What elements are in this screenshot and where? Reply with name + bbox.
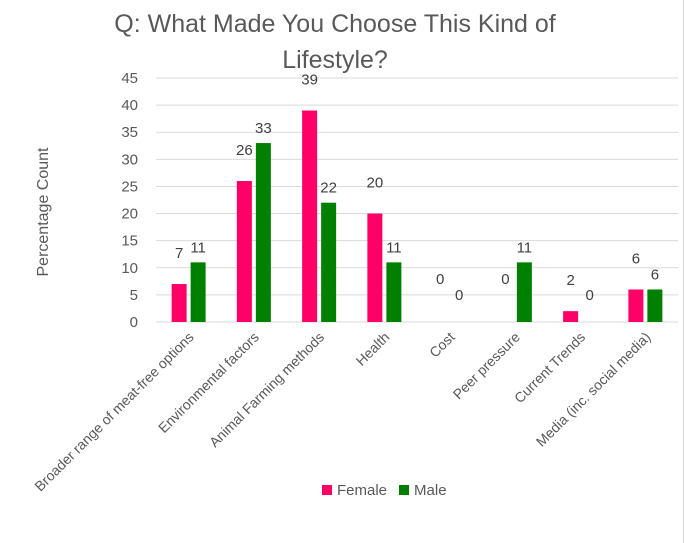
data-label-female: 0 xyxy=(501,271,509,288)
bar-male xyxy=(516,262,532,322)
legend-swatch-male xyxy=(399,485,410,495)
legend-item-male: Male xyxy=(399,482,447,499)
x-tick-label: Media (inc. social media) xyxy=(533,329,654,450)
legend-label-male: Male xyxy=(414,482,447,499)
bar-female xyxy=(367,213,383,322)
data-label-male: 11 xyxy=(190,239,206,256)
data-label-male: 11 xyxy=(386,239,402,256)
y-tick-label: 20 xyxy=(121,206,138,223)
data-label-male: 33 xyxy=(255,120,272,137)
data-label-female: 2 xyxy=(566,272,574,289)
chart-title-line-2: Lifestyle? xyxy=(282,46,388,74)
y-tick-label: 45 xyxy=(121,70,138,87)
y-tick-label: 25 xyxy=(121,178,138,195)
x-tick-label: Cost xyxy=(426,329,458,361)
x-tick-label: Peer pressure xyxy=(450,329,524,403)
y-axis-label: Percentage Count xyxy=(35,147,52,277)
bar-male xyxy=(386,262,402,322)
legend-swatch-female xyxy=(322,485,332,495)
data-label-male: 0 xyxy=(585,287,593,304)
data-label-male: 6 xyxy=(651,266,659,283)
data-label-female: 7 xyxy=(175,245,183,262)
data-label-female: 26 xyxy=(236,142,253,159)
data-label-female: 0 xyxy=(436,271,444,288)
bar-female xyxy=(171,284,187,322)
y-tick-label: 15 xyxy=(121,233,138,250)
legend: Female Male xyxy=(322,482,447,499)
data-label-female: 39 xyxy=(301,72,318,89)
data-label-female: 6 xyxy=(632,250,640,267)
bar-female xyxy=(236,181,252,322)
y-tick-label: 0 xyxy=(130,314,138,331)
bar-female xyxy=(628,289,644,322)
data-label-male: 11 xyxy=(517,239,533,256)
y-tick-label: 40 xyxy=(121,97,138,114)
y-tick-label: 10 xyxy=(121,260,138,277)
x-tick-label: Health xyxy=(353,329,393,369)
x-tick-label: Animal Farming methods xyxy=(206,329,327,450)
data-label-female: 20 xyxy=(367,175,384,192)
bar-female xyxy=(302,110,318,323)
y-tick-label: 5 xyxy=(130,287,138,304)
bar-male xyxy=(255,143,271,322)
bar-male xyxy=(647,289,663,322)
bar-male xyxy=(190,262,206,322)
legend-item-female: Female xyxy=(322,482,387,499)
bar-female xyxy=(563,311,579,322)
data-label-male: 0 xyxy=(455,287,463,304)
chart-title-line-1: Q: What Made You Choose This Kind of xyxy=(114,10,556,38)
y-tick-label: 35 xyxy=(121,124,138,141)
legend-label-female: Female xyxy=(337,482,388,499)
chart-title: Q: What Made You Choose This Kind of Lif… xyxy=(60,6,610,78)
y-tick-label: 30 xyxy=(121,151,138,168)
bar-male xyxy=(321,202,337,322)
data-label-male: 22 xyxy=(320,180,337,197)
